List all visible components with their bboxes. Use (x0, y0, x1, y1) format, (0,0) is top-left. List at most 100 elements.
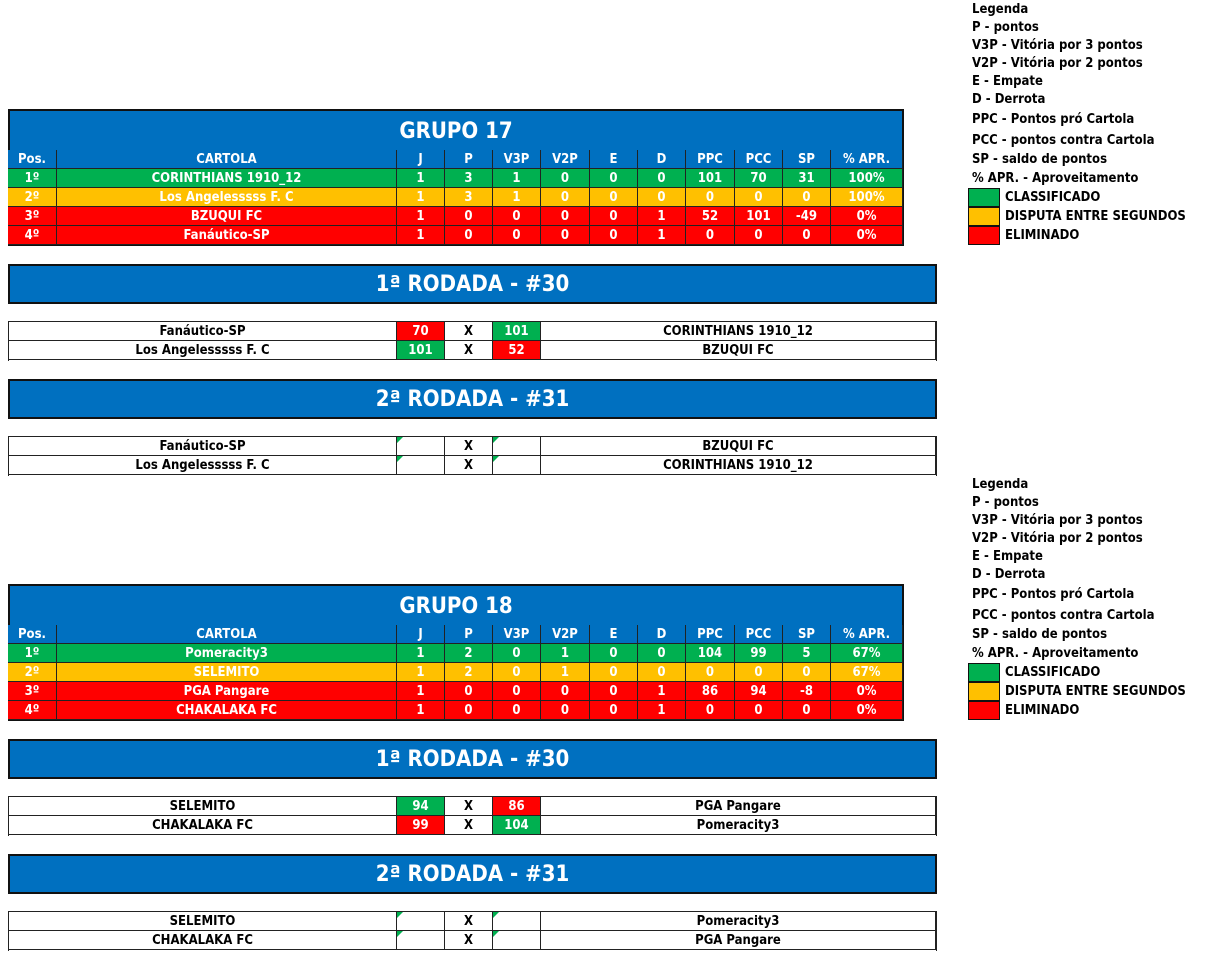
column-header-ppc: PPC (686, 150, 735, 169)
away-team: CORINTHIANS 1910_12 (541, 456, 936, 475)
home-team: Fanáutico-SP (8, 437, 397, 456)
cell-sp: -8 (783, 682, 831, 701)
home-score (397, 456, 445, 475)
match-row: CHAKALAKA FC X PGA Pangare (8, 931, 936, 950)
versus: X (445, 797, 493, 816)
cell-v3p: 1 (493, 188, 541, 207)
home-team: SELEMITO (8, 797, 397, 816)
group-title: GRUPO 17 (8, 109, 904, 151)
cell-pos: 1º (8, 169, 57, 188)
legend-item: V2P - Vitória por 2 pontos (972, 56, 1143, 71)
legend-status-label: CLASSIFICADO (1005, 190, 1101, 205)
home-score: 101 (397, 341, 445, 360)
away-score: 52 (493, 341, 541, 360)
legend-status-label: CLASSIFICADO (1005, 665, 1101, 680)
cell-cartola: SELEMITO (57, 663, 397, 682)
cell-apr: 100% (831, 188, 903, 207)
table-header: Pos. CARTOLA J P V3P V2P E D PPC PCC SP% APR. (8, 150, 903, 169)
cell-cartola: PGA Pangare (57, 682, 397, 701)
column-header-v3p: V3P (493, 625, 541, 644)
cell-v3p: 0 (493, 207, 541, 226)
column-header-v2p: V2P (541, 150, 590, 169)
cell-ppc: 101 (686, 169, 735, 188)
cell-v3p: 0 (493, 701, 541, 720)
cell-d: 0 (638, 644, 686, 663)
cell-cartola: Fanáutico-SP (57, 226, 397, 245)
cell-ppc: 0 (686, 188, 735, 207)
column-header-p: P (445, 625, 493, 644)
cell-sp: -49 (783, 207, 831, 226)
column-header-pcc: PCC (735, 625, 783, 644)
cell-d: 0 (638, 663, 686, 682)
cell-pos: 1º (8, 644, 57, 663)
legend-swatch-eliminado (968, 701, 1000, 720)
cell-j: 1 (397, 207, 445, 226)
column-header-pcc: PCC (735, 150, 783, 169)
away-score (493, 437, 541, 456)
cell-pos: 3º (8, 682, 57, 701)
cell-pcc: 0 (735, 188, 783, 207)
column-header-cartola: CARTOLA (57, 625, 397, 644)
cell-cartola: Los Angelesssss F. C (57, 188, 397, 207)
legend-status-label: ELIMINADO (1005, 228, 1080, 243)
column-header-ppc: PPC (686, 625, 735, 644)
column-header-e: E (590, 625, 638, 644)
cell-d: 1 (638, 226, 686, 245)
away-score (493, 456, 541, 475)
cell-ppc: 0 (686, 226, 735, 245)
away-team: Pomeracity3 (541, 912, 936, 931)
cell-v3p: 0 (493, 226, 541, 245)
column-header-p: P (445, 150, 493, 169)
match-row: Los Angelesssss F. C 101 X 52 BZUQUI FC (8, 341, 936, 360)
cell-apr: 67% (831, 644, 903, 663)
group-title: GRUPO 18 (8, 584, 904, 626)
legend-item: E - Empate (972, 74, 1043, 89)
cell-apr: 0% (831, 207, 903, 226)
legend-swatch-classificado (968, 188, 1000, 207)
versus: X (445, 931, 493, 950)
legend-item: PCC - pontos contra Cartola (972, 608, 1155, 623)
cell-p: 3 (445, 169, 493, 188)
table-row: 1º CORINTHIANS 1910_12 1 3 1 0 0 0 101 70 31 100% (8, 169, 903, 188)
match-row: Los Angelesssss F. C X CORINTHIANS 1910_12 (8, 456, 936, 475)
cell-pos: 2º (8, 663, 57, 682)
cell-p: 0 (445, 682, 493, 701)
versus: X (445, 341, 493, 360)
legend-item: D - Derrota (972, 567, 1046, 582)
column-header-pos: Pos. (8, 150, 57, 169)
cell-cartola: BZUQUI FC (57, 207, 397, 226)
cell-pcc: 0 (735, 663, 783, 682)
versus: X (445, 437, 493, 456)
cell-e: 0 (590, 644, 638, 663)
cell-d: 0 (638, 188, 686, 207)
cell-cartola: CORINTHIANS 1910_12 (57, 169, 397, 188)
table-header: Pos. CARTOLA J P V3P V2P E D PPC PCC SP% APR. (8, 625, 903, 644)
legend-item: SP - saldo de pontos (972, 152, 1108, 167)
cell-sp: 0 (783, 226, 831, 245)
legend-item: P - pontos (972, 20, 1039, 35)
cell-p: 3 (445, 188, 493, 207)
column-header-cartola: CARTOLA (57, 150, 397, 169)
legend-item: SP - saldo de pontos (972, 627, 1108, 642)
home-score: 99 (397, 816, 445, 835)
versus: X (445, 456, 493, 475)
cell-v3p: 0 (493, 682, 541, 701)
cell-v3p: 0 (493, 663, 541, 682)
cell-pcc: 70 (735, 169, 783, 188)
away-score: 104 (493, 816, 541, 835)
cell-apr: 100% (831, 169, 903, 188)
cell-e: 0 (590, 682, 638, 701)
legend-item: D - Derrota (972, 92, 1046, 107)
cell-pcc: 0 (735, 226, 783, 245)
cell-v2p: 0 (541, 188, 590, 207)
cell-pcc: 94 (735, 682, 783, 701)
legend-item: P - pontos (972, 495, 1039, 510)
cell-v2p: 0 (541, 169, 590, 188)
home-team: CHAKALAKA FC (8, 816, 397, 835)
column-header-v3p: V3P (493, 150, 541, 169)
legend-item: V3P - Vitória por 3 pontos (972, 38, 1143, 53)
column-header-apr: % APR. (831, 625, 903, 644)
away-team: CORINTHIANS 1910_12 (541, 322, 936, 341)
cell-p: 0 (445, 226, 493, 245)
column-header-e: E (590, 150, 638, 169)
